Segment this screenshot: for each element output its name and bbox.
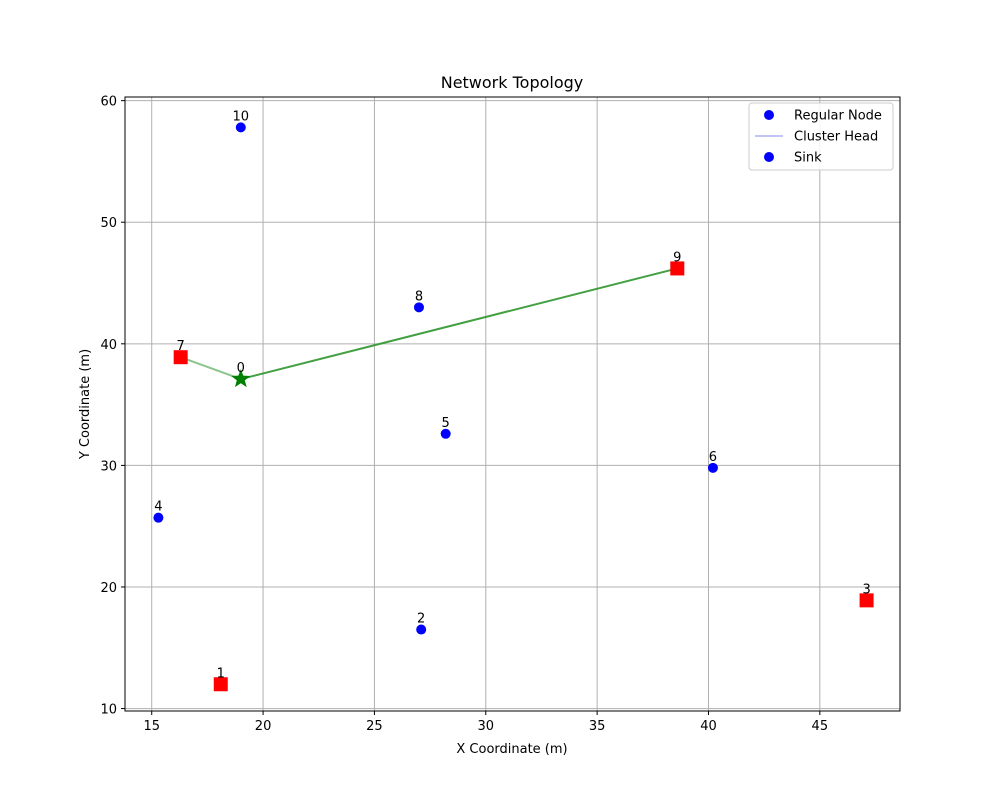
y-axis-label: Y Coordinate (m) bbox=[78, 349, 93, 460]
legend-circle-symbol bbox=[764, 110, 774, 120]
legend: Regular Node Cluster Head Sink bbox=[748, 102, 894, 171]
legend-entry-label: Cluster Head bbox=[794, 130, 878, 145]
chart-title: Network Topology bbox=[441, 73, 584, 92]
node-id-label: 3 bbox=[862, 582, 870, 597]
x-tick-label: 30 bbox=[478, 719, 495, 734]
x-tick-label: 20 bbox=[255, 719, 272, 734]
node-id-label: 1 bbox=[217, 666, 225, 681]
x-tick-label: 35 bbox=[589, 719, 606, 734]
y-tick-label: 20 bbox=[100, 581, 117, 596]
x-tick-label: 45 bbox=[812, 719, 829, 734]
regular-node-marker bbox=[707, 462, 718, 473]
sink-marker bbox=[231, 369, 251, 388]
plot-frame bbox=[124, 96, 901, 712]
node-id-label: 0 bbox=[237, 361, 245, 376]
legend-entry-label: Regular Node bbox=[794, 109, 882, 124]
node-id-label: 2 bbox=[417, 612, 425, 627]
grid bbox=[125, 97, 900, 711]
node-id-label: 10 bbox=[233, 109, 250, 124]
x-tick-label: 15 bbox=[143, 719, 160, 734]
link-line bbox=[180, 356, 242, 381]
node-id-label: 8 bbox=[415, 289, 423, 304]
y-tick-label: 10 bbox=[100, 703, 117, 718]
x-tick-label: 25 bbox=[366, 719, 383, 734]
cluster-head-marker bbox=[670, 261, 685, 276]
regular-node-marker bbox=[440, 428, 451, 439]
legend-box bbox=[748, 102, 894, 171]
node-id-label: 6 bbox=[709, 450, 717, 465]
link-line bbox=[240, 267, 678, 381]
legend-entry-label: Sink bbox=[794, 151, 822, 166]
regular-node-marker bbox=[235, 122, 246, 133]
y-tick-label: 60 bbox=[100, 95, 117, 110]
node-id-label: 4 bbox=[154, 500, 162, 515]
x-axis-label: X Coordinate (m) bbox=[456, 742, 567, 757]
links-layer bbox=[180, 267, 678, 381]
legend-circle-symbol bbox=[764, 152, 774, 162]
x-tick-label: 40 bbox=[700, 719, 717, 734]
nodes-layer: 0 1 2 3 4 5 6 7 8 9 10 bbox=[153, 109, 874, 692]
y-tick-label: 30 bbox=[100, 459, 117, 474]
regular-node-marker bbox=[413, 302, 424, 313]
y-tick-label: 40 bbox=[100, 338, 117, 353]
cluster-head-marker bbox=[859, 593, 874, 608]
regular-node-marker bbox=[153, 512, 164, 523]
node-id-label: 7 bbox=[177, 339, 185, 354]
node-id-label: 9 bbox=[673, 250, 681, 265]
node-id-label: 5 bbox=[442, 416, 450, 431]
regular-node-marker bbox=[416, 624, 427, 635]
cluster-head-marker bbox=[213, 677, 228, 692]
cluster-head-marker bbox=[173, 350, 188, 365]
y-tick-label: 50 bbox=[100, 216, 117, 231]
